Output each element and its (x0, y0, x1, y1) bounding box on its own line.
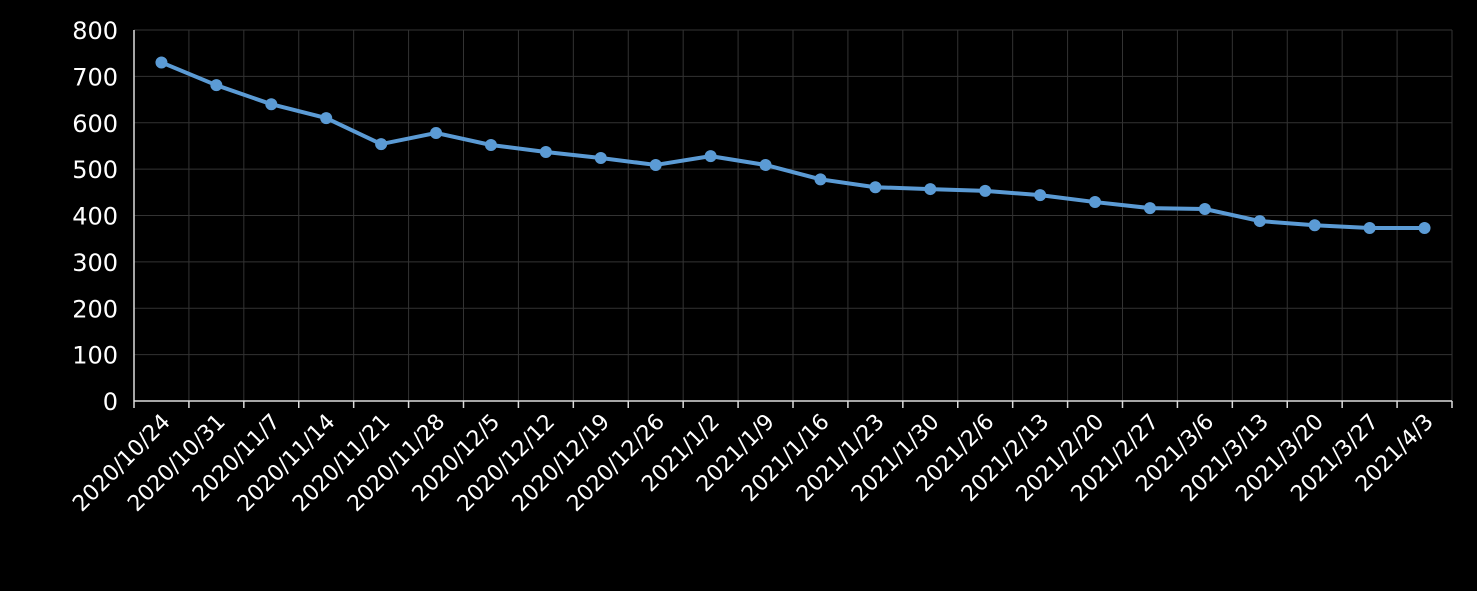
point (869, 181, 882, 194)
point (430, 126, 443, 139)
point (1034, 189, 1047, 202)
point (759, 158, 772, 171)
point (924, 183, 937, 196)
point (539, 145, 552, 158)
point (814, 173, 827, 186)
point (265, 98, 278, 111)
point (155, 56, 168, 69)
point (320, 112, 333, 125)
point (375, 138, 388, 151)
y-tick-label: 100 (72, 342, 118, 370)
point (1308, 219, 1321, 232)
line (160, 60, 1425, 231)
y-tick-label: 700 (72, 63, 118, 91)
y-tick-label: 500 (72, 156, 118, 184)
point (484, 139, 497, 152)
y-tick-label: 200 (72, 295, 118, 323)
point (594, 151, 607, 164)
y-tick-label: 800 (72, 17, 118, 45)
point (1418, 222, 1431, 235)
point (1089, 196, 1102, 209)
point (1363, 222, 1376, 235)
point (979, 184, 992, 197)
point (1143, 202, 1156, 215)
y-tick-label: 300 (72, 249, 118, 277)
point (1198, 203, 1211, 216)
point (704, 150, 717, 163)
point (1253, 215, 1266, 228)
y-tick-label: 400 (72, 203, 118, 231)
y-tick-label: 0 (103, 388, 118, 416)
y-tick-label: 600 (72, 110, 118, 138)
point (210, 79, 223, 92)
point (649, 158, 662, 171)
